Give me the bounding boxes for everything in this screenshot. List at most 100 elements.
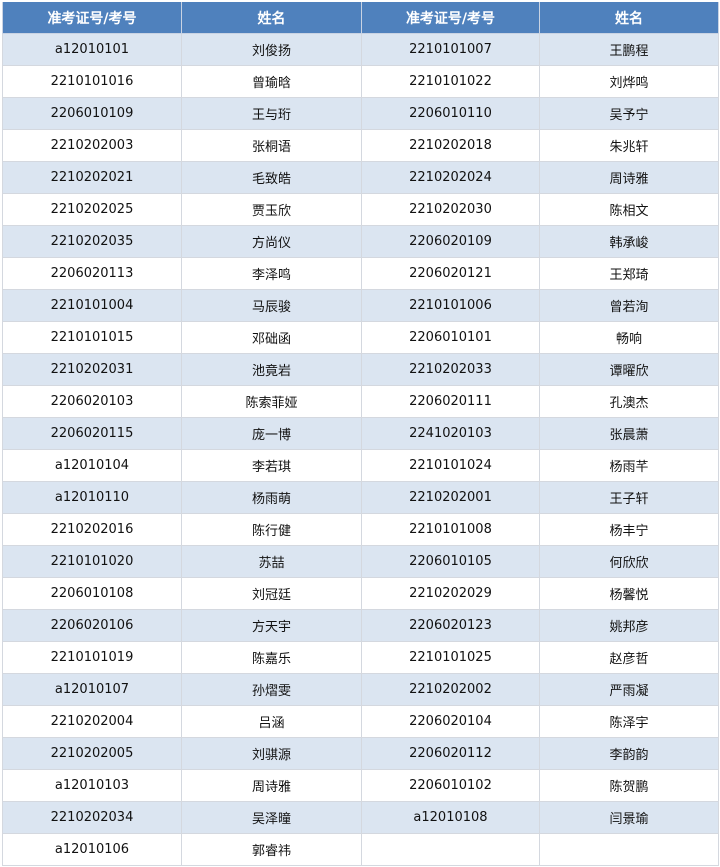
cell-name: 刘冠廷 bbox=[181, 577, 362, 610]
cell-exam-id: 2210202001 bbox=[361, 481, 540, 514]
table-row: a12010103 周诗雅 2206010102 陈贺鹏 bbox=[2, 769, 719, 802]
table-row: a12010106 郭睿祎 bbox=[2, 833, 719, 866]
cell-name: 曾瑜晗 bbox=[181, 65, 362, 98]
table-row: a12010110 杨雨萌 2210202001 王子轩 bbox=[2, 481, 719, 514]
cell-exam-id: 2210101025 bbox=[361, 641, 540, 674]
cell-exam-id: 2210202033 bbox=[361, 353, 540, 386]
cell-name: 贾玉欣 bbox=[181, 193, 362, 226]
cell-exam-id: 2210101004 bbox=[2, 289, 182, 322]
table-row: 2210202031 池竟岩 2210202033 谭曜欣 bbox=[2, 353, 719, 386]
cell-name: 陈嘉乐 bbox=[181, 641, 362, 674]
cell-name: 畅响 bbox=[539, 321, 719, 354]
cell-name: 孙熠雯 bbox=[181, 673, 362, 706]
cell-exam-id: a12010107 bbox=[2, 673, 182, 706]
cell-exam-id: 2210202016 bbox=[2, 513, 182, 546]
cell-exam-id: 2206010102 bbox=[361, 769, 540, 802]
table-row: 2210101015 邓础函 2206010101 畅响 bbox=[2, 321, 719, 354]
cell-name: 陈相文 bbox=[539, 193, 719, 226]
cell-name: 周诗雅 bbox=[539, 161, 719, 194]
cell-exam-id: 2206020109 bbox=[361, 225, 540, 258]
cell-name: 赵彦哲 bbox=[539, 641, 719, 674]
header-name: 姓名 bbox=[539, 2, 719, 34]
cell-exam-id: 2210101007 bbox=[361, 33, 540, 66]
cell-exam-id: 2210202025 bbox=[2, 193, 182, 226]
cell-name: 严雨凝 bbox=[539, 673, 719, 706]
cell-exam-id: a12010108 bbox=[361, 801, 540, 834]
cell-exam-id: a12010104 bbox=[2, 449, 182, 482]
cell-name: 陈索菲娅 bbox=[181, 385, 362, 418]
cell-name: 曾若洵 bbox=[539, 289, 719, 322]
cell-name: 吴予宁 bbox=[539, 97, 719, 130]
cell-exam-id: a12010106 bbox=[2, 833, 182, 866]
table-row: a12010101 刘俊扬 2210101007 王鹏程 bbox=[2, 33, 719, 66]
table-row: 2210101020 苏喆 2206010105 何欣欣 bbox=[2, 545, 719, 578]
cell-name: 杨丰宁 bbox=[539, 513, 719, 546]
table-row: 2206020103 陈索菲娅 2206020111 孔澳杰 bbox=[2, 385, 719, 418]
cell-exam-id: 2206020112 bbox=[361, 737, 540, 770]
cell-exam-id: a12010110 bbox=[2, 481, 182, 514]
cell-exam-id: 2210202035 bbox=[2, 225, 182, 258]
cell-exam-id: 2210202018 bbox=[361, 129, 540, 162]
cell-exam-id: 2210202031 bbox=[2, 353, 182, 386]
cell-name: 何欣欣 bbox=[539, 545, 719, 578]
cell-name: 闫景瑜 bbox=[539, 801, 719, 834]
cell-name: 刘俊扬 bbox=[181, 33, 362, 66]
cell-name: 朱兆轩 bbox=[539, 129, 719, 162]
cell-name: 王鹏程 bbox=[539, 33, 719, 66]
cell-name: 姚邦彦 bbox=[539, 609, 719, 642]
cell-exam-id: 2206020115 bbox=[2, 417, 182, 450]
cell-name bbox=[539, 833, 719, 866]
cell-name: 吕涵 bbox=[181, 705, 362, 738]
header-name: 姓名 bbox=[181, 2, 362, 34]
table-row: 2206010109 王与珩 2206010110 吴予宁 bbox=[2, 97, 719, 130]
cell-exam-id: 2206020113 bbox=[2, 257, 182, 290]
cell-name: 张晨萧 bbox=[539, 417, 719, 450]
cell-name: 陈贺鹏 bbox=[539, 769, 719, 802]
cell-exam-id: 2210202030 bbox=[361, 193, 540, 226]
table-row: 2210202034 吴泽曈 a12010108 闫景瑜 bbox=[2, 801, 719, 834]
cell-name: 杨馨悦 bbox=[539, 577, 719, 610]
cell-exam-id: 2206020121 bbox=[361, 257, 540, 290]
table-row: 2210101019 陈嘉乐 2210101025 赵彦哲 bbox=[2, 641, 719, 674]
cell-exam-id: 2210202024 bbox=[361, 161, 540, 194]
cell-exam-id: 2210101008 bbox=[361, 513, 540, 546]
table-row: 2210202021 毛致皓 2210202024 周诗雅 bbox=[2, 161, 719, 194]
cell-name: 毛致皓 bbox=[181, 161, 362, 194]
cell-exam-id: 2210202002 bbox=[361, 673, 540, 706]
table-body: a12010101 刘俊扬 2210101007 王鹏程 2210101016 曾瑜晗 22… bbox=[2, 33, 719, 866]
header-exam-id: 准考证号/考号 bbox=[2, 2, 182, 34]
table-row: 2206020113 李泽鸣 2206020121 王郑琦 bbox=[2, 257, 719, 290]
header-exam-id: 准考证号/考号 bbox=[361, 2, 540, 34]
cell-exam-id: 2210101024 bbox=[361, 449, 540, 482]
cell-name: 谭曜欣 bbox=[539, 353, 719, 386]
table-row: 2210202016 陈行健 2210101008 杨丰宁 bbox=[2, 513, 719, 546]
cell-name: 邓础函 bbox=[181, 321, 362, 354]
cell-name: 郭睿祎 bbox=[181, 833, 362, 866]
cell-name: 陈行健 bbox=[181, 513, 362, 546]
table-row: 2210202025 贾玉欣 2210202030 陈相文 bbox=[2, 193, 719, 226]
cell-exam-id: a12010103 bbox=[2, 769, 182, 802]
cell-exam-id: 2210202004 bbox=[2, 705, 182, 738]
cell-name: 庞一博 bbox=[181, 417, 362, 450]
cell-exam-id: 2210101019 bbox=[2, 641, 182, 674]
cell-exam-id: 2210202021 bbox=[2, 161, 182, 194]
cell-exam-id: 2210101022 bbox=[361, 65, 540, 98]
cell-exam-id: 2206020123 bbox=[361, 609, 540, 642]
cell-name: 苏喆 bbox=[181, 545, 362, 578]
cell-name: 陈泽宇 bbox=[539, 705, 719, 738]
cell-exam-id: 2206020111 bbox=[361, 385, 540, 418]
cell-exam-id: 2210202005 bbox=[2, 737, 182, 770]
table-row: a12010107 孙熠雯 2210202002 严雨凝 bbox=[2, 673, 719, 706]
cell-exam-id bbox=[361, 833, 540, 866]
table-row: 2210101016 曾瑜晗 2210101022 刘烨鸣 bbox=[2, 65, 719, 98]
cell-exam-id: 2210101016 bbox=[2, 65, 182, 98]
cell-exam-id: 2210202003 bbox=[2, 129, 182, 162]
cell-exam-id: 2206020103 bbox=[2, 385, 182, 418]
cell-name: 张桐语 bbox=[181, 129, 362, 162]
cell-exam-id: 2241020103 bbox=[361, 417, 540, 450]
table-row: 2210202003 张桐语 2210202018 朱兆轩 bbox=[2, 129, 719, 162]
cell-name: 王子轩 bbox=[539, 481, 719, 514]
cell-name: 周诗雅 bbox=[181, 769, 362, 802]
cell-name: 李泽鸣 bbox=[181, 257, 362, 290]
